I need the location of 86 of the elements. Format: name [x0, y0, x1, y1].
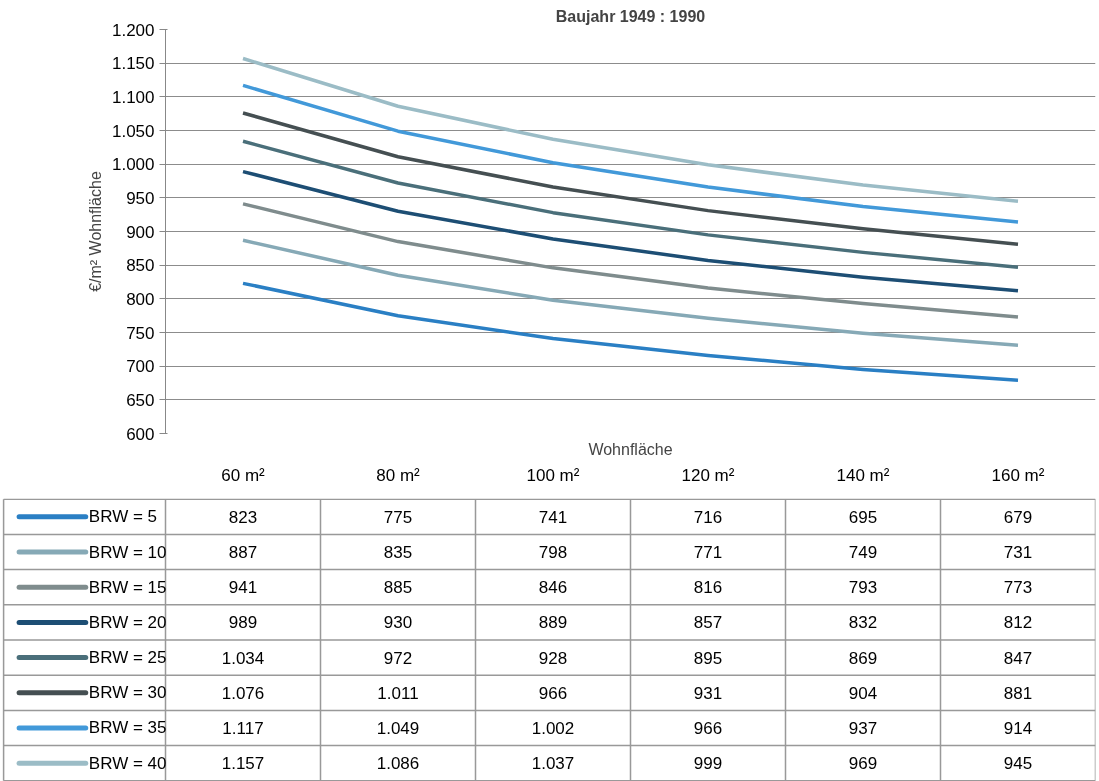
- x-tick-label: 160 m²: [991, 465, 1045, 485]
- data-label: 937: [848, 719, 878, 738]
- data-label: 771: [693, 543, 723, 562]
- legend-label: BRW = 30: [88, 683, 167, 703]
- x-tick-label: 140 m²: [836, 465, 890, 485]
- legend-label: BRW = 10: [88, 542, 167, 562]
- line-series: [241, 169, 1020, 293]
- line-series: [241, 83, 1020, 224]
- line-series: [241, 56, 1020, 203]
- data-label: 773: [1003, 578, 1033, 598]
- data-label: 969: [848, 754, 878, 774]
- y-tick-label: 1.000: [111, 155, 155, 175]
- data-label: 895: [693, 648, 723, 668]
- legend-label: BRW = 35: [88, 718, 167, 738]
- data-label: 716: [693, 507, 723, 527]
- y-tick-label: 1.100: [111, 87, 155, 107]
- y-tick-label: 600: [126, 424, 155, 444]
- chart-title: Baujahr 1949 : 1990: [555, 7, 706, 25]
- legend-label: BRW = 40: [88, 753, 167, 773]
- legend-label: BRW = 5: [88, 507, 158, 527]
- y-tick-label: 650: [126, 390, 155, 410]
- data-label: 945: [1003, 754, 1033, 774]
- data-label: 966: [538, 683, 568, 703]
- data-label: 941: [228, 578, 258, 598]
- data-label: 1.086: [376, 754, 420, 774]
- y-tick-label: 800: [126, 289, 155, 309]
- line-series: [241, 111, 1020, 247]
- data-label: 928: [538, 648, 568, 668]
- data-label: 869: [848, 648, 878, 668]
- y-tick-label: 1.200: [111, 20, 155, 40]
- data-label: 989: [228, 613, 258, 633]
- y-axis-title: €/m² Wohnfläche: [86, 171, 104, 292]
- data-label: 966: [693, 719, 723, 738]
- data-label: 931: [693, 683, 723, 703]
- x-tick-label: 80 m²: [376, 465, 421, 485]
- legend-label: BRW = 20: [88, 612, 167, 632]
- data-label: 847: [1003, 648, 1033, 668]
- data-label: 741: [538, 507, 568, 527]
- data-label: 1.157: [221, 754, 265, 774]
- y-tick-label: 1.050: [111, 121, 155, 141]
- data-label: 812: [1003, 613, 1033, 633]
- data-label: 1.049: [376, 719, 420, 738]
- data-label: 904: [848, 683, 878, 703]
- data-label: 679: [1003, 507, 1033, 527]
- data-label: 887: [228, 543, 258, 562]
- x-tick-label: 60 m²: [221, 465, 266, 485]
- line-series: [241, 238, 1020, 348]
- data-label: 999: [693, 754, 723, 774]
- legend-label: BRW = 25: [88, 648, 167, 668]
- data-label: 972: [383, 648, 413, 668]
- y-tick-label: 750: [126, 323, 155, 343]
- data-label: 816: [693, 578, 723, 598]
- data-label: 798: [538, 543, 568, 562]
- y-tick-label: 700: [126, 357, 155, 377]
- line-series: [241, 202, 1020, 319]
- y-tick-label: 950: [126, 188, 155, 208]
- data-label: 1.034: [221, 648, 265, 668]
- data-label: 731: [1003, 543, 1033, 562]
- data-label: 914: [1003, 719, 1033, 738]
- data-label: 749: [848, 543, 878, 562]
- data-label: 832: [848, 613, 878, 633]
- x-tick-label: 100 m²: [526, 465, 580, 485]
- data-label: 1.037: [531, 754, 575, 774]
- data-label: 793: [848, 578, 878, 598]
- data-label: 823: [228, 507, 258, 527]
- data-label: 775: [383, 507, 413, 527]
- data-label: 889: [538, 613, 568, 633]
- data-label: 1.011: [377, 683, 419, 703]
- y-tick-label: 850: [126, 256, 155, 276]
- x-axis-title: Wohnfläche: [588, 440, 673, 458]
- data-label: 835: [383, 543, 413, 562]
- data-label: 1.076: [221, 683, 265, 703]
- y-tick-label: 900: [126, 222, 155, 242]
- data-label: 846: [538, 578, 568, 598]
- line-series: [241, 281, 1020, 383]
- data-label: 695: [848, 507, 878, 527]
- x-tick-label: 120 m²: [681, 465, 735, 485]
- line-series: [241, 139, 1020, 269]
- data-label: 857: [693, 613, 723, 633]
- data-label: 885: [383, 578, 413, 598]
- legend-label: BRW = 15: [88, 577, 167, 597]
- data-label: 1.002: [531, 719, 575, 738]
- data-label: 1.117: [222, 719, 264, 738]
- y-tick-label: 1.150: [111, 54, 155, 74]
- data-label: 930: [383, 613, 413, 633]
- data-label: 881: [1003, 683, 1033, 703]
